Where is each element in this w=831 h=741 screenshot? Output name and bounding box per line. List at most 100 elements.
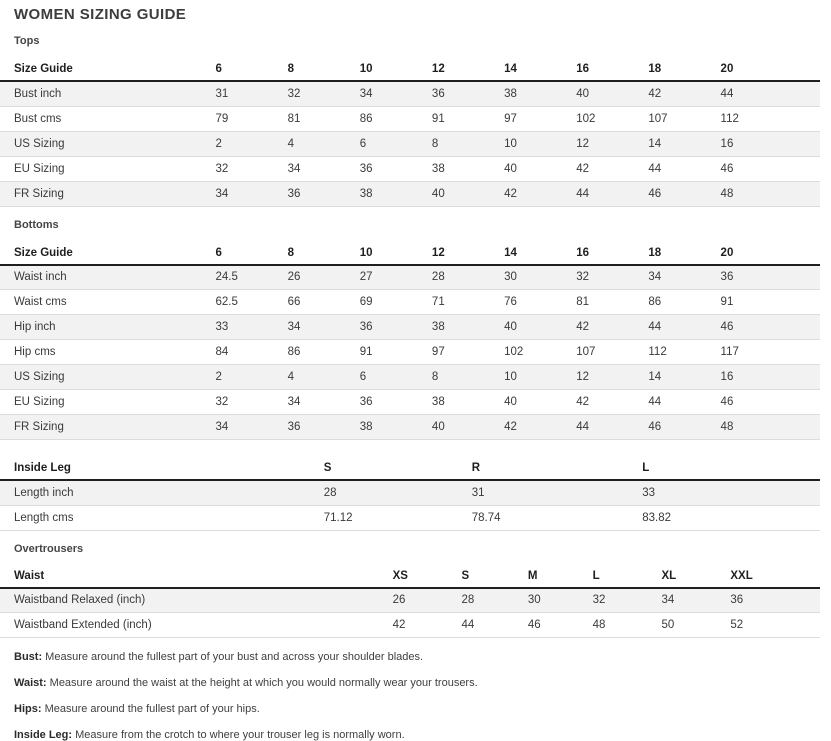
overtrousers-row-label: Waistband Extended (inch) xyxy=(0,612,385,638)
bottoms-cell: 24.5 xyxy=(207,264,280,290)
tops-cell: 42 xyxy=(568,156,641,182)
tops-cell: 79 xyxy=(207,106,280,132)
bottoms-cell: 34 xyxy=(640,264,713,290)
overtrousers-column-header: S xyxy=(453,564,520,589)
bottoms-cell: 46 xyxy=(640,414,713,440)
measurement-notes: Bust: Measure around the fullest part of… xyxy=(14,651,817,741)
bottoms-cell: 69 xyxy=(351,289,424,315)
tops-cell: 42 xyxy=(496,181,569,207)
page-title: WOMEN SIZING GUIDE xyxy=(14,6,187,23)
bottoms-cell: 81 xyxy=(568,289,641,315)
bottoms-cell: 44 xyxy=(568,414,641,440)
bottoms-cell: 28 xyxy=(423,264,497,290)
tops-column-header: 10 xyxy=(351,58,424,82)
tops-cell: 36 xyxy=(279,181,352,207)
tops-cell: 107 xyxy=(640,106,713,132)
bottoms-cell: 91 xyxy=(712,289,820,315)
bottoms-cell: 10 xyxy=(496,364,569,390)
bottoms-column-header: 18 xyxy=(640,241,713,266)
tops-row-label: EU Sizing xyxy=(0,156,208,182)
bottoms-header-label: Size Guide xyxy=(0,241,208,266)
bottoms-cell: 14 xyxy=(640,364,713,390)
note-term: Inside Leg: xyxy=(14,729,73,741)
bottoms-row-label: EU Sizing xyxy=(0,389,208,415)
bottoms-cell: 32 xyxy=(207,389,280,415)
bottoms-cell: 38 xyxy=(423,314,497,340)
tops-cell: 32 xyxy=(279,81,352,107)
tops-row-label: Bust cms xyxy=(0,106,208,132)
inside_leg-cell: 31 xyxy=(463,480,635,506)
bottoms-row-label: Hip inch xyxy=(0,314,208,340)
bottoms-cell: 30 xyxy=(496,264,569,290)
bottoms-cell: 66 xyxy=(279,289,352,315)
tops-cell: 12 xyxy=(568,131,641,157)
bottoms-cell: 36 xyxy=(351,314,424,340)
overtrousers-table: Waist XS S M L XL XXL Waistband Relaxed (inch) 2… xyxy=(0,564,820,638)
tops-cell: 42 xyxy=(640,81,713,107)
tops-cell: 4 xyxy=(279,131,352,157)
bottoms-table: Size Guide 6 8 10 12 14 16 18 20 Waist inch 24.5 26… xyxy=(0,241,820,440)
measurement-note: Hips: Measure around the fullest part of… xyxy=(14,703,817,715)
note-term: Hips: xyxy=(14,703,42,715)
overtrousers-cell: 30 xyxy=(519,587,585,613)
bottoms-cell: 36 xyxy=(351,389,424,415)
table-row: Waist cms 62.5 66 69 71 76 81 86 91 xyxy=(0,289,820,315)
table-row: FR Sizing 34 36 38 40 42 44 46 48 xyxy=(0,414,820,440)
bottoms-cell: 112 xyxy=(640,339,713,365)
measurement-note: Bust: Measure around the fullest part of… xyxy=(14,651,817,663)
bottoms-cell: 71 xyxy=(423,289,497,315)
tops-row-label: US Sizing xyxy=(0,131,208,157)
table-row: Waist inch 24.5 26 27 28 30 32 34 36 xyxy=(0,264,820,290)
tops-cell: 46 xyxy=(640,181,713,207)
table-row: US Sizing 2 4 6 8 10 12 14 16 xyxy=(0,131,820,157)
bottoms-cell: 8 xyxy=(423,364,497,390)
tops-cell: 32 xyxy=(207,156,280,182)
table-row: Hip cms 84 86 91 97 102 107 112 117 xyxy=(0,339,820,365)
tops-cell: 38 xyxy=(423,156,497,182)
measurement-note: Inside Leg: Measure from the crotch to w… xyxy=(14,729,817,741)
bottoms-cell: 34 xyxy=(279,314,352,340)
table-row: Waistband Extended (inch) 42 44 46 48 50 52 xyxy=(0,612,820,638)
inside_leg-cell: 33 xyxy=(634,480,820,506)
bottoms-column-header: 12 xyxy=(423,241,497,266)
tops-cell: 8 xyxy=(423,131,497,157)
tops-cell: 102 xyxy=(568,106,641,132)
bottoms-cell: 44 xyxy=(640,314,713,340)
tops-row-label: Bust inch xyxy=(0,81,208,107)
note-text: Measure around the fullest part of your … xyxy=(45,651,424,663)
inside_leg-column-header: L xyxy=(634,457,820,481)
note-term: Waist: xyxy=(14,677,47,689)
bottoms-column-header: 20 xyxy=(712,241,820,266)
tops-cell: 16 xyxy=(712,131,820,157)
tops-table: Size Guide 6 8 10 12 14 16 18 20 Bust inch 31 32 34 3… xyxy=(0,58,820,207)
table-row: FR Sizing 34 36 38 40 42 44 46 48 xyxy=(0,181,820,207)
bottoms-cell: 42 xyxy=(496,414,569,440)
tops-column-header: 14 xyxy=(496,58,569,82)
bottoms-row-label: US Sizing xyxy=(0,364,208,390)
bottoms-cell: 42 xyxy=(568,389,641,415)
tops-cell: 10 xyxy=(496,131,569,157)
overtrousers-cell: 42 xyxy=(384,612,454,638)
inside_leg-table: Inside Leg S R L Length inch 28 31 33 Length cms… xyxy=(0,457,820,531)
overtrousers-column-header: M xyxy=(519,564,585,589)
bottoms-cell: 40 xyxy=(423,414,497,440)
table-row: Length inch 28 31 33 xyxy=(0,480,820,506)
bottoms-cell: 48 xyxy=(712,414,820,440)
tops-column-header: 8 xyxy=(279,58,352,82)
inside_leg-column-header: R xyxy=(463,457,635,481)
overtrousers-row-label: Waistband Relaxed (inch) xyxy=(0,587,385,613)
inside_leg-column-header: S xyxy=(315,457,464,481)
overtrousers-header-row: Waist XS S M L XL XXL xyxy=(0,564,820,589)
tops-cell: 91 xyxy=(423,106,497,132)
bottoms-cell: 84 xyxy=(207,339,280,365)
inside_leg-row-label: Length inch xyxy=(0,480,316,506)
bottoms-cell: 91 xyxy=(351,339,424,365)
section-label-tops: Tops xyxy=(14,35,40,47)
tops-column-header: 12 xyxy=(423,58,497,82)
bottoms-column-header: 8 xyxy=(279,241,352,266)
bottoms-cell: 107 xyxy=(568,339,641,365)
tops-cell: 34 xyxy=(207,181,280,207)
tops-cell: 40 xyxy=(423,181,497,207)
bottoms-cell: 33 xyxy=(207,314,280,340)
